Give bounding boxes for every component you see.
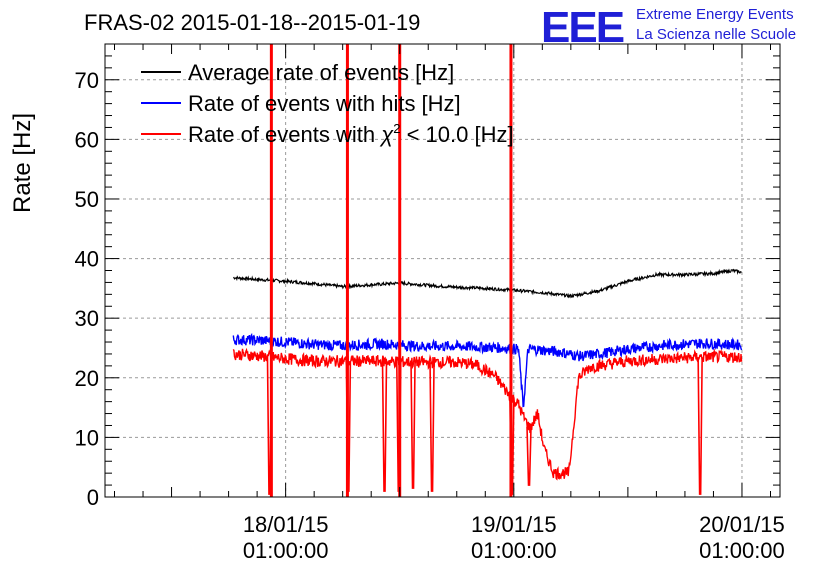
legend-label-hits: Rate of events with hits [Hz] [188,91,461,116]
y-tick-label: 30 [75,306,99,331]
logo-line-2: La Scienza nelle Scuole [636,26,796,43]
y-tick-label: 70 [75,68,99,93]
y-tick-label: 50 [75,187,99,212]
y-tick-label: 10 [75,425,99,450]
logo-line-1: Extreme Energy Events [636,6,794,23]
grid [105,44,780,497]
series-average-rate [233,268,742,299]
chi2-rate-dip [526,426,532,486]
y-tick-label: 20 [75,366,99,391]
y-tick-label: 60 [75,127,99,152]
chi2-rate-dip [381,361,388,492]
chart-title: FRAS-02 2015-01-18--2015-01-19 [84,10,420,35]
eee-logo: EEE Extreme Energy Events La Scienza nel… [541,3,796,52]
y-tick-label: 40 [75,247,99,272]
axes: 01020304050607018/01/1501:00:0019/01/150… [75,43,785,563]
x-tick-label-date: 19/01/15 [471,512,557,537]
chi2-rate-dip [697,357,703,495]
logo-mark: EEE [541,3,624,52]
series-hits-rate [232,332,743,408]
x-tick-label-time: 01:00:00 [243,538,329,563]
legend-label-average: Average rate of events [Hz] [188,60,454,85]
legend: Average rate of events [Hz] Rate of even… [141,60,514,147]
legend-label-chi2: Rate of events with χ2 < 10.0 [Hz] [188,121,514,147]
series-chi2-rate [232,347,743,481]
x-tick-label-time: 01:00:00 [699,538,785,563]
x-tick-label-date: 20/01/15 [699,512,785,537]
y-axis-title: Rate [Hz] [9,113,36,213]
series-layer [232,44,743,497]
y-tick-label: 0 [87,485,99,510]
x-tick-label-date: 18/01/15 [243,512,329,537]
chi2-rate-dip [410,362,416,489]
x-tick-label-time: 01:00:00 [471,538,557,563]
chi2-rate-dip [429,362,435,492]
